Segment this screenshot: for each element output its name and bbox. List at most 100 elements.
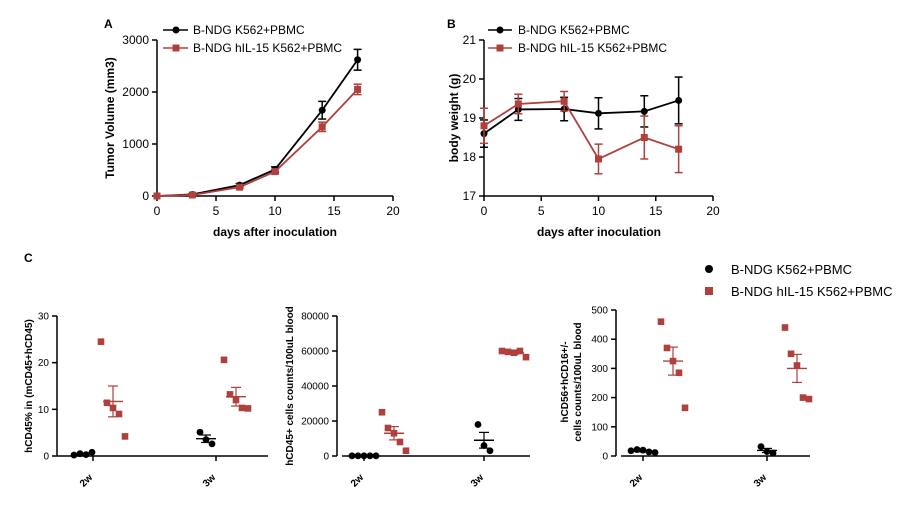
legend-label-series2: B-NDG hIL-15 K562+PBMC <box>518 41 667 55</box>
data-point <box>486 447 494 455</box>
y-tick-label: 2000 <box>122 85 149 99</box>
panel-b-legend: B-NDG K562+PBMC B-NDG hIL-15 K562+PBMC <box>488 23 667 55</box>
data-point <box>153 192 161 200</box>
data-point <box>640 134 648 141</box>
data-point <box>522 353 530 361</box>
panel-a: A days after inoculation Tumor Volume (m… <box>103 17 400 239</box>
data-point <box>121 433 129 440</box>
panel-c3-plot: 0 100 200 300 400 500 2w 3w <box>591 306 813 490</box>
data-point <box>595 155 602 163</box>
y-tick-label: 0 <box>323 452 329 463</box>
data-point <box>208 440 216 448</box>
series-line-1 <box>156 59 359 197</box>
data-point <box>348 452 356 460</box>
data-point <box>627 447 635 455</box>
series-line-1 <box>483 99 679 135</box>
panel-label-c: C <box>24 251 33 265</box>
data-point <box>504 348 512 356</box>
data-point <box>238 404 246 412</box>
data-point <box>514 100 522 108</box>
panel-b-x-label: days after inoculation <box>537 225 661 239</box>
data-point <box>663 344 671 352</box>
data-point <box>103 399 111 407</box>
x-tick-label: 3w <box>469 472 486 489</box>
legend-label-series1: B-NDG K562+PBMC <box>518 23 630 37</box>
data-point <box>115 410 123 418</box>
legend-label-series2: B-NDG hIL-15 K562+PBMC <box>731 284 892 299</box>
data-point <box>378 408 386 416</box>
panel-label-a: A <box>104 17 113 31</box>
y-tick-label: 60000 <box>301 347 329 358</box>
series-line-2 <box>483 100 679 161</box>
panel-c: C B-NDG K562+PBMC B-NDG hIL-15 K562+PBMC… <box>24 251 892 490</box>
legend-marker-series2 <box>496 44 504 52</box>
panel-label-b: B <box>447 17 456 31</box>
legend-marker-series1 <box>705 265 713 273</box>
x-tick-label: 20 <box>706 204 720 218</box>
x-tick-label: 5 <box>538 204 545 218</box>
y-tick-label: 3000 <box>122 33 149 47</box>
data-point <box>354 56 362 64</box>
legend-marker-series2 <box>172 44 180 52</box>
data-point <box>196 428 204 436</box>
y-tick-label: 21 <box>463 33 477 47</box>
data-point <box>244 405 252 412</box>
y-tick-label: 40000 <box>301 382 329 393</box>
x-tick-label: 3w <box>201 472 218 489</box>
data-point <box>560 97 568 105</box>
data-point <box>757 443 765 451</box>
panel-a-legend: B-NDG K562+PBMC B-NDG hIL-15 K562+PBMC <box>163 23 342 55</box>
y-tick-label: 80000 <box>301 312 329 323</box>
x-tick-label: 15 <box>327 204 341 218</box>
data-point <box>675 369 683 377</box>
panel-c1-plot: 0 10 20 30 2w 3w <box>38 312 268 490</box>
x-tick-label: 3w <box>752 472 769 489</box>
y-tick-label: 20 <box>38 358 50 369</box>
legend-label-series1: B-NDG K562+PBMC <box>731 262 852 277</box>
y-tick-label: 30 <box>38 312 50 323</box>
data-point <box>805 395 813 403</box>
panel-a-y-label: Tumor Volume (mm3) <box>103 57 117 179</box>
data-point <box>787 350 795 358</box>
legend-marker-series1 <box>496 26 504 34</box>
data-point <box>769 449 777 457</box>
data-point <box>220 356 228 364</box>
y-tick-label: 200 <box>591 393 608 404</box>
y-tick-label: 0 <box>602 452 608 463</box>
panel-c2-plot: 0 20000 40000 60000 80000 2w 3w <box>301 312 530 490</box>
data-point <box>396 438 404 446</box>
y-tick-label: 300 <box>591 364 608 375</box>
y-tick-label: 20000 <box>301 417 329 428</box>
x-tick-label: 0 <box>154 204 161 218</box>
panel-c3-y-label-line1: hCD56+hCD16+/- <box>560 341 571 422</box>
data-point <box>236 183 244 191</box>
y-tick-label: 1000 <box>122 137 149 151</box>
data-point <box>595 109 602 117</box>
panel-b-y-label: body weight (g) <box>447 74 461 163</box>
panel-c1-y-label: hCD45% in (mCD45+hCD45) <box>24 319 35 453</box>
data-point <box>97 338 105 345</box>
panel-c2-y-label: hCD45+ cells counts/100uL blood <box>285 306 296 466</box>
data-point <box>384 424 392 432</box>
data-point <box>781 324 789 331</box>
data-point <box>402 447 410 455</box>
panel-c3-y-label-line2: cells counts/100uL blood <box>573 322 584 441</box>
data-point <box>498 347 506 355</box>
data-point <box>480 122 488 130</box>
x-tick-label: 20 <box>386 204 400 218</box>
data-point <box>318 106 326 114</box>
x-tick-label: 2w <box>628 472 645 489</box>
y-tick-label: 19 <box>463 111 477 125</box>
data-point <box>474 421 482 428</box>
legend-label-series1: B-NDG K562+PBMC <box>193 23 305 37</box>
y-tick-label: 400 <box>591 335 608 346</box>
data-point <box>640 107 648 115</box>
y-tick-label: 17 <box>463 189 477 203</box>
legend-label-series2: B-NDG hIL-15 K562+PBMC <box>193 41 342 55</box>
data-point <box>657 318 665 325</box>
data-point <box>88 448 96 456</box>
y-tick-label: 18 <box>463 150 477 164</box>
data-point <box>516 347 524 355</box>
legend-marker-series1 <box>172 26 180 34</box>
